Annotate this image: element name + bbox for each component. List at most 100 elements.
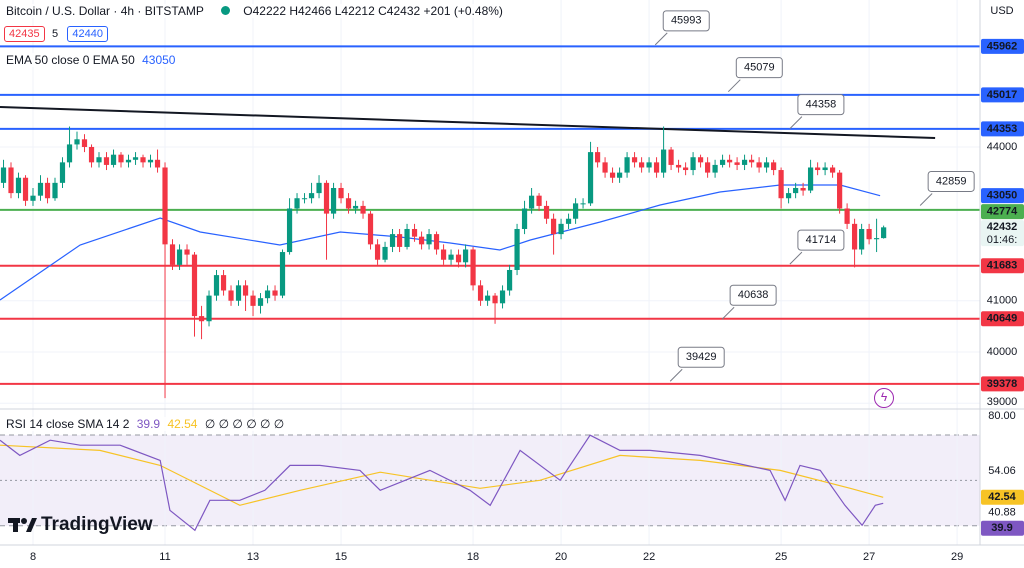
chart-title: Bitcoin / U.S. Dollar · 4h · BITSTAMP [6,4,204,18]
candle-body [118,154,124,163]
candle-body [404,228,410,247]
candle-body [374,244,381,260]
candle-body [565,218,572,224]
candle-body [228,290,234,301]
candle-body [719,159,726,165]
candle-body [250,295,256,306]
change: +201 (+0.48%) [423,4,503,18]
candle-body [683,167,689,171]
price-badge [981,121,1024,137]
alert-icon[interactable]: ϟ [874,388,894,408]
logo: TradingView [8,514,153,536]
candle-body [793,187,799,194]
candle-body [264,290,271,299]
candle-body [749,159,755,163]
candle-body [176,249,183,265]
price-badge [981,258,1024,274]
price-badge [981,188,1024,204]
empty-marks: ∅ ∅ ∅ ∅ ∅ ∅ [204,417,285,431]
x-tick-label: 29 [951,551,963,563]
candle-body [367,213,374,245]
x-tick-label: 27 [863,551,875,563]
ema-legend: EMA 50 close 0 EMA 50 43050 [6,53,176,67]
ask[interactable]: 42440 [67,26,108,42]
candle-body [44,182,51,199]
quote-row: 42435 5 42440 [4,26,112,42]
callout-pointer [789,116,803,129]
candle-body [213,275,220,296]
candle-body [286,208,293,253]
callout-label: 44358 [806,99,837,111]
candle-body [448,254,454,260]
candle-body [330,187,337,214]
candle-body [125,159,132,163]
candle-body [837,172,843,209]
candle-body [279,252,286,296]
candle-body [96,157,102,163]
candle-body [257,298,264,306]
candle-body [514,228,520,270]
candle-body [521,208,528,229]
callout-label: 39429 [686,351,717,363]
candle-body [389,234,396,247]
candle-body [484,295,491,301]
y-tick-label: 54.06 [988,465,1016,477]
candle-body [734,162,740,165]
candle-body [550,218,557,235]
currency-label: USD [990,5,1013,17]
logo-text: TradingView [41,514,153,535]
candle-body [675,164,682,168]
candle-body [352,205,359,209]
candle-body [440,249,447,260]
candle-body [580,203,586,205]
candle-body [169,244,176,265]
callout-pointer [721,306,735,320]
logo-icon [8,518,37,532]
candle-body [756,162,762,168]
candle-body [778,170,784,199]
candle-body [154,159,161,168]
candle-body [616,172,623,178]
trendline [0,106,936,139]
high: H42466 [289,4,332,18]
candle-body [162,167,168,245]
price-badge [981,520,1024,536]
candle-body [235,285,242,301]
candle-body [294,198,300,209]
candle-body [316,182,322,194]
candle-body [543,205,550,219]
rsi-value: 39.9 [136,417,161,431]
candle-body [382,246,388,260]
price-badge-label: 41683 [987,260,1018,272]
candle-body [37,182,44,196]
candle-body [411,228,418,237]
price-badge-label: 44353 [987,123,1018,135]
candle-body [132,157,139,160]
candle-body [536,195,542,206]
candle-body [653,162,660,173]
bid[interactable]: 42435 [4,26,45,42]
candle-body [52,182,58,199]
candle-body [418,236,425,245]
candle-body [822,167,828,171]
callout-pointer [727,79,741,93]
candle-body [66,144,73,163]
candle-body [0,167,7,183]
price-badge-label: 42.54 [988,491,1016,503]
candle-body [594,152,601,163]
y-tick-label: 40.88 [988,507,1016,519]
candle-body [661,149,667,173]
candle-body [741,159,748,165]
candle-body [881,227,887,239]
candle-body [147,159,154,163]
price-badge [981,489,1024,505]
candle-body [198,316,205,322]
candle-body [609,172,616,178]
candle-body [88,146,95,163]
x-tick-label: 13 [247,551,259,563]
callout-label: 42859 [936,175,967,187]
status-dot [220,6,230,15]
price-badge [981,38,1024,54]
